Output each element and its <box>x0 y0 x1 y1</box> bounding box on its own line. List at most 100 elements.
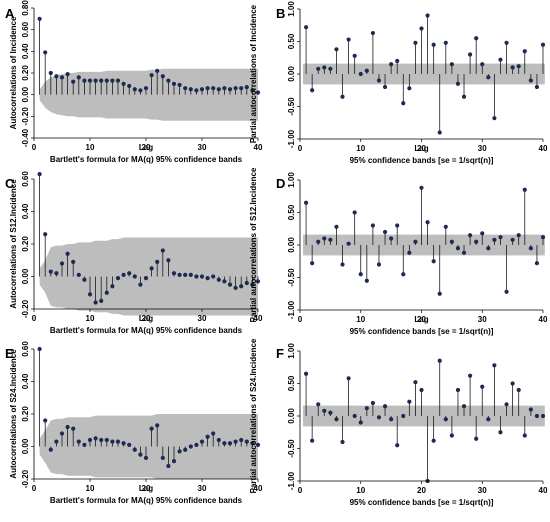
data-point <box>48 70 53 76</box>
data-point <box>413 239 418 244</box>
data-point <box>449 239 454 244</box>
data-point <box>250 282 255 287</box>
data-point <box>166 258 171 263</box>
x-axis-label: Lag <box>414 315 428 324</box>
data-point <box>510 381 515 386</box>
confidence-band-note: Bartlett's formula for MA(q) 95% confide… <box>50 496 243 505</box>
data-point <box>303 371 309 376</box>
data-point <box>534 84 540 90</box>
data-point <box>194 274 199 279</box>
x-tick-label: 20 <box>417 144 426 153</box>
x-tick-label: 0 <box>32 143 37 152</box>
panel-letter: F <box>276 346 284 361</box>
data-point <box>155 259 160 264</box>
y-tick-label: 0.20 <box>21 236 30 252</box>
data-point <box>222 86 227 91</box>
panel-f: F -1.00 -0.50 0.00 0.50 1.00 0 10 20 30 40 95% conf… <box>249 338 548 507</box>
data-point <box>455 246 461 251</box>
confidence-band-note: Bartlett's formula for MA(q) 95% confide… <box>50 326 243 335</box>
y-tick-label: 0.50 <box>287 375 296 391</box>
data-point <box>155 68 160 73</box>
data-point <box>340 439 345 445</box>
data-point <box>431 259 436 264</box>
data-point <box>71 79 76 84</box>
y-tick-label: 0.00 <box>287 408 296 424</box>
data-point <box>389 236 394 241</box>
data-point <box>316 239 321 244</box>
y-tick-label: 1.00 <box>287 172 296 188</box>
y-tick-label: 0.00 <box>287 237 296 253</box>
data-point <box>104 290 109 295</box>
data-point <box>43 232 48 237</box>
data-point <box>160 74 165 79</box>
x-tick-label: 20 <box>417 315 426 324</box>
data-point <box>364 406 369 411</box>
data-point <box>222 441 227 446</box>
y-tick-label: 0.20 <box>21 406 30 422</box>
data-point <box>431 42 436 47</box>
data-point <box>352 210 357 215</box>
x-tick-label: 20 <box>142 314 151 323</box>
y-axis-label: Autocorrelations of Incidence <box>9 16 18 129</box>
data-point <box>93 78 98 83</box>
data-point <box>382 84 388 90</box>
data-point <box>177 272 182 277</box>
x-axis-label: Lag <box>139 484 153 493</box>
data-point <box>370 30 375 36</box>
data-point <box>486 75 491 80</box>
y-tick-label: 0.60 <box>21 171 30 187</box>
data-point <box>239 86 244 91</box>
data-point <box>244 439 249 444</box>
data-point <box>340 94 345 99</box>
panel-b: B -1.00 -0.50 0.00 0.50 1.00 0 10 20 30 40 Lag 95% c… <box>249 1 548 165</box>
data-point <box>389 417 394 422</box>
x-tick-label: 0 <box>32 484 37 493</box>
panel-letter: C <box>5 176 15 191</box>
y-tick-label: 0.60 <box>21 341 30 357</box>
data-point <box>199 87 205 92</box>
data-point <box>437 130 442 135</box>
data-point <box>183 86 188 91</box>
y-tick-label: 0.00 <box>21 268 30 284</box>
data-point <box>143 86 149 91</box>
x-tick-label: 0 <box>32 314 37 323</box>
data-point <box>516 233 521 238</box>
data-point <box>468 233 473 238</box>
data-point <box>455 81 461 86</box>
data-point <box>211 86 216 91</box>
data-point <box>498 235 503 240</box>
data-point <box>310 438 315 443</box>
data-point <box>132 274 137 279</box>
data-point <box>395 58 400 64</box>
data-point <box>437 291 442 296</box>
confidence-band <box>39 68 258 121</box>
data-point <box>216 87 221 92</box>
data-point <box>303 200 309 205</box>
data-point <box>171 271 177 276</box>
y-tick-label: -0.50 <box>287 268 296 287</box>
y-tick-label: -0.20 <box>21 469 30 488</box>
x-tick-label: 30 <box>198 484 207 493</box>
data-point <box>419 26 424 31</box>
panel-letter: B <box>276 6 285 21</box>
data-point <box>437 358 442 363</box>
confidence-band-note: 95% confidence bands [se = 1/sqrt(n)] <box>350 156 494 165</box>
y-tick-label: -1.00 <box>287 471 296 490</box>
confidence-band <box>303 405 545 427</box>
data-point <box>255 90 261 95</box>
x-tick-label: 0 <box>298 486 303 495</box>
confidence-band-note: 95% confidence bands [se = 1/sqrt(n)] <box>350 498 494 507</box>
data-point <box>205 86 210 91</box>
data-point <box>480 384 485 389</box>
panel-letter: A <box>5 6 15 21</box>
data-point <box>334 47 339 52</box>
data-point <box>87 437 93 443</box>
y-tick-label: -0.50 <box>287 439 296 458</box>
data-point <box>138 88 143 93</box>
y-tick-label: -0.40 <box>21 128 30 147</box>
x-tick-label: 30 <box>198 143 207 152</box>
data-point <box>48 447 53 452</box>
x-tick-label: 30 <box>478 315 487 324</box>
x-tick-label: 40 <box>254 484 263 493</box>
data-point <box>504 402 509 407</box>
